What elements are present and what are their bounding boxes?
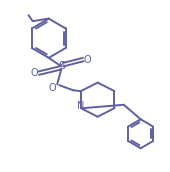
Text: O: O: [31, 68, 38, 78]
Text: O: O: [84, 55, 91, 64]
Text: O: O: [48, 83, 56, 93]
Text: S: S: [58, 61, 65, 71]
Text: N: N: [77, 101, 84, 111]
